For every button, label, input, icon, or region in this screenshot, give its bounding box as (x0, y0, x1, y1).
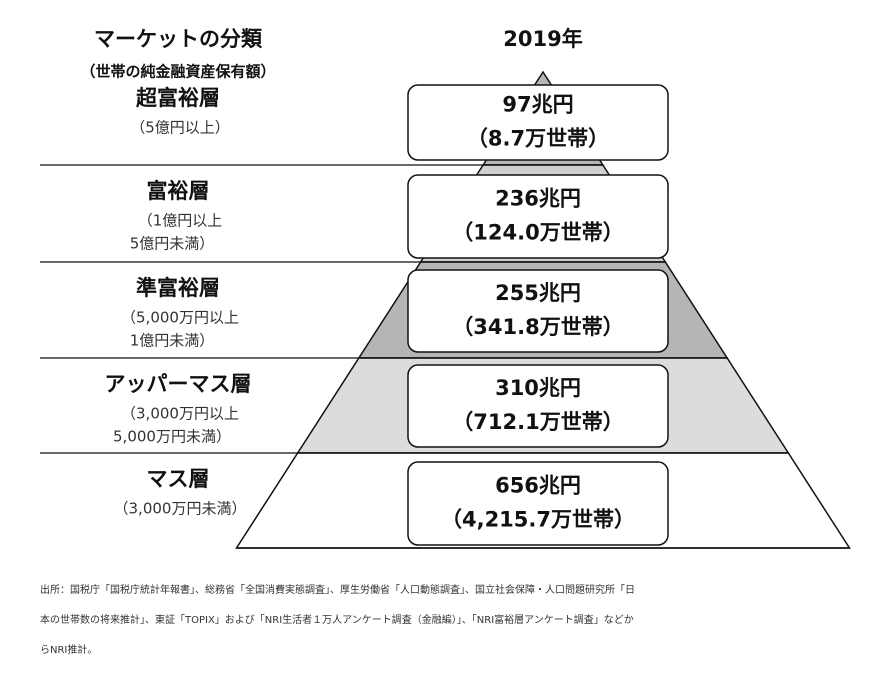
title: マーケットの分類 (94, 27, 263, 51)
footnote: 出所：国税庁「国税庁統計年報書」、総務省「全国消費実態調査」、厚生労働省「人口動… (40, 583, 635, 596)
tier-range: 1億円未満） (130, 332, 215, 350)
value-box (407, 84, 669, 161)
tier-range: （3,000万円以上 (121, 405, 239, 423)
amount: 236兆円 (495, 187, 581, 211)
tier-range: （5億円以上） (130, 119, 230, 137)
footnote: らNRI推計。 (40, 643, 97, 656)
value-box (407, 461, 669, 546)
footnote: 本の世帯数の将来推計」、東証「TOPIX」および「NRI生活者１万人アンケート調… (40, 613, 634, 626)
households: （341.8万世帯） (452, 315, 623, 339)
tier-range: 5億円未満） (130, 235, 215, 253)
year: 2019年 (503, 27, 582, 51)
households: （124.0万世帯） (452, 221, 623, 245)
amount: 656兆円 (495, 474, 581, 498)
households: （8.7万世帯） (467, 127, 609, 151)
tier-name: 超富裕層 (136, 86, 220, 110)
tier-name: マス層 (147, 467, 210, 491)
value-box (407, 174, 669, 259)
tier-range: （5,000万円以上 (121, 309, 239, 327)
tier-name: アッパーマス層 (105, 372, 252, 396)
amount: 97兆円 (502, 93, 573, 117)
tier-range: （3,000万円未満） (114, 500, 247, 518)
amount: 310兆円 (495, 376, 581, 400)
tier-range: （1億円以上 (138, 212, 223, 230)
value-box (407, 364, 669, 448)
tier-name: 富裕層 (147, 179, 210, 203)
amount: 255兆円 (495, 281, 581, 305)
tier-range: 5,000万円未満） (113, 428, 231, 446)
tier-name: 準富裕層 (136, 276, 220, 300)
subtitle: （世帯の純金融資産保有額） (80, 63, 275, 81)
households: （712.1万世帯） (452, 410, 623, 434)
households: （4,215.7万世帯） (441, 508, 635, 532)
value-box (407, 269, 669, 353)
